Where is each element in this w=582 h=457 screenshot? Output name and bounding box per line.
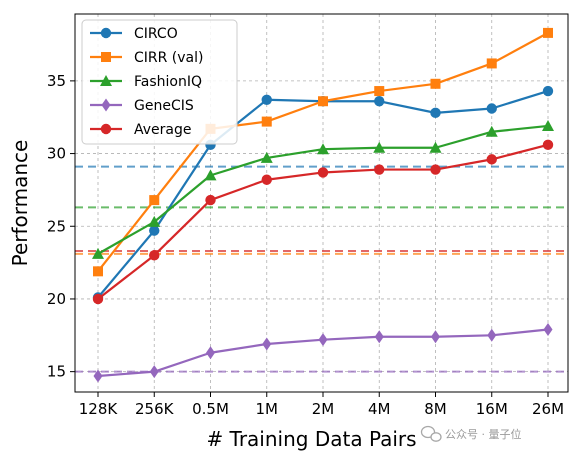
data-point-circo [149, 225, 160, 236]
data-point-cirr-val [149, 195, 160, 206]
data-point-genecis [262, 337, 272, 351]
data-point-average [92, 293, 104, 305]
data-point-average [374, 164, 385, 175]
data-point-circo [542, 85, 554, 97]
data-point-cirr-val [261, 116, 272, 127]
data-point-circo [486, 103, 497, 114]
legend-label: CIRR (val) [134, 50, 204, 66]
data-point-genecis [487, 328, 497, 342]
data-point-circo [374, 96, 385, 107]
data-point-fashioniq [260, 151, 273, 163]
data-point-circo [430, 107, 441, 119]
data-point-cirr-val [430, 78, 441, 89]
data-point-genecis [318, 333, 328, 347]
legend-label: CIRCO [134, 26, 178, 42]
x-tick-label: 256K [135, 400, 175, 418]
data-point-genecis [374, 330, 384, 344]
legend: CIRCO CIRR (val) FashionIQ GeneCIS Average [81, 19, 238, 145]
data-point-fashioniq [485, 125, 498, 137]
plot-frame [74, 13, 569, 393]
data-point-cirr-val [543, 27, 553, 38]
legend-marker [101, 52, 111, 62]
data-point-fashioniq [429, 141, 442, 153]
data-point-fashioniq [317, 143, 329, 155]
y-tick-label: 30 [47, 145, 66, 163]
legend-marker [101, 98, 111, 112]
data-point-fashioniq [373, 141, 386, 153]
series-lines [92, 27, 554, 383]
data-point-genecis [431, 330, 440, 344]
legend-label: GeneCIS [134, 98, 194, 114]
legend-item-cirr-val: CIRR (val) [90, 50, 204, 66]
legend-marker [100, 75, 112, 86]
watermark-text: 公众号 · 量子位 [445, 427, 522, 441]
x-tick-label: 16M [476, 400, 508, 418]
legend-label: Average [134, 122, 192, 138]
legend-item-genecis: GeneCIS [90, 98, 194, 114]
legend-label: FashionIQ [134, 74, 202, 90]
data-point-average [261, 174, 272, 185]
data-point-cirr-val [374, 86, 385, 97]
data-point-average [205, 194, 216, 206]
data-point-genecis [149, 365, 159, 379]
data-point-genecis [93, 369, 103, 383]
series-fashioniq [92, 119, 554, 259]
y-tick-label: 35 [47, 72, 66, 90]
data-point-cirr-val [93, 266, 103, 277]
x-tick-label: 1M [256, 400, 279, 418]
x-tick-label: 26M [532, 400, 564, 418]
legend-item-circo: CIRCO [90, 26, 178, 42]
legend-marker [100, 123, 112, 135]
data-point-average [486, 154, 497, 165]
series-genecis [93, 322, 553, 383]
legend-item-fashioniq: FashionIQ [90, 74, 202, 90]
watermark: 公众号 · 量子位 [420, 425, 522, 442]
wechat-logo-icon [420, 425, 442, 442]
data-point-cirr-val [318, 96, 328, 107]
data-point-genecis [543, 322, 553, 336]
y-tick-label: 25 [47, 217, 66, 235]
data-point-fashioniq [204, 169, 217, 181]
data-point-average [317, 167, 329, 178]
x-tick-label: 0.5M [192, 400, 229, 418]
data-point-fashioniq [542, 119, 554, 131]
series-average [92, 139, 554, 305]
x-tick-label: 2M [312, 400, 335, 418]
legend-marker [100, 27, 112, 39]
x-tick-label: 128K [79, 400, 119, 418]
x-tick-label: 8M [424, 400, 447, 418]
data-point-average [542, 139, 554, 151]
legend-box [81, 19, 238, 145]
data-point-cirr-val [486, 58, 497, 69]
y-tick-label: 15 [47, 363, 66, 381]
legend-item-average: Average [90, 122, 192, 138]
data-point-fashioniq [148, 215, 161, 227]
data-point-genecis [206, 346, 215, 360]
y-tick-label: 20 [47, 290, 66, 308]
data-point-average [149, 250, 160, 261]
x-tick-label: 4M [368, 400, 391, 418]
data-point-average [430, 164, 441, 175]
x-axis-label: # Training Data Pairs [206, 427, 416, 451]
data-point-fashioniq [92, 247, 104, 259]
data-point-circo [261, 94, 272, 105]
y-axis-label: Performance [8, 140, 32, 267]
axes: 128K 256K 0.5M 1M 2M 4M 8M 16M 26M 15 20 25 30 35 [47, 13, 569, 418]
